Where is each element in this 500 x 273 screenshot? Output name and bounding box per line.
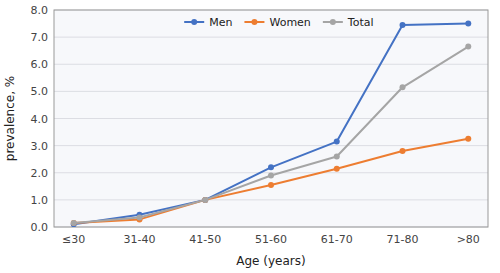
point: [202, 197, 208, 203]
point: [334, 139, 340, 145]
series-group: [71, 21, 472, 227]
point: [465, 136, 471, 142]
x-tick-label: 41-50: [189, 233, 221, 246]
grid-line: [54, 199, 488, 200]
series-line: [74, 139, 469, 223]
point: [400, 84, 406, 90]
legend-label: Women: [269, 16, 310, 29]
point: [400, 22, 406, 28]
y-axis-label: prevalence, %: [3, 76, 17, 161]
point: [136, 215, 142, 221]
point: [268, 172, 274, 178]
legend-label: Men: [209, 16, 232, 29]
y-tick-label: 6.0: [31, 58, 49, 71]
legend-swatch-marker: [330, 19, 336, 25]
series-line: [74, 47, 469, 223]
legend: Men Women Total: [184, 16, 373, 29]
x-tick-label: >80: [457, 233, 480, 246]
grid-line: [54, 37, 488, 38]
legend-swatch-marker: [191, 19, 197, 25]
point: [465, 44, 471, 50]
point: [334, 153, 340, 159]
legend-label: Total: [347, 16, 374, 29]
plot-area: [54, 10, 488, 227]
y-tick-label: 0.0: [31, 221, 49, 234]
x-axis-label: Age (years): [236, 254, 305, 268]
x-tick-label: 61-70: [321, 233, 353, 246]
point: [202, 197, 208, 203]
y-tick-label: 7.0: [31, 31, 49, 44]
x-tick-label: 51-60: [255, 233, 287, 246]
y-tick-label: 2.0: [31, 167, 49, 180]
series-line: [74, 24, 469, 225]
x-tick-label: ≤30: [62, 233, 85, 246]
x-tick-label: 31-40: [124, 233, 156, 246]
y-tick-label: 8.0: [31, 4, 49, 17]
grid-line: [54, 91, 488, 92]
point: [71, 220, 77, 226]
point: [268, 164, 274, 170]
point: [202, 197, 208, 203]
point: [268, 182, 274, 188]
y-tick-label: 3.0: [31, 140, 49, 153]
grid-line: [54, 145, 488, 146]
y-tick-label: 1.0: [31, 194, 49, 207]
point: [465, 21, 471, 27]
plot-frame: [54, 10, 488, 227]
point: [71, 220, 77, 226]
legend-swatch-marker: [251, 19, 257, 25]
y-tick-label: 5.0: [31, 85, 49, 98]
x-tick-label: 71-80: [387, 233, 419, 246]
chart: 0.0 1.0 2.0 3.0 4.0 5.0 6.0 7.0 8.0 ≤30 31-40 41-50…: [0, 0, 500, 273]
grid-line: [54, 118, 488, 119]
point: [334, 166, 340, 172]
point: [400, 148, 406, 154]
grid-line: [54, 64, 488, 65]
y-tick-label: 4.0: [31, 113, 49, 126]
